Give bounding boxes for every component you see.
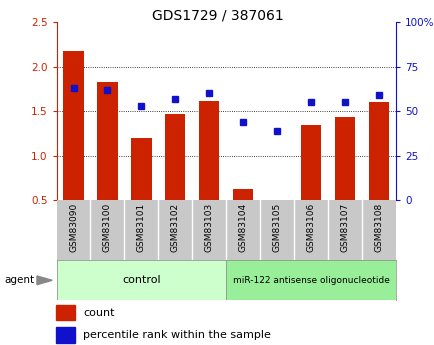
Text: GSM83103: GSM83103 <box>204 203 213 253</box>
Text: control: control <box>122 275 160 285</box>
Text: percentile rank within the sample: percentile rank within the sample <box>83 330 270 340</box>
Text: GSM83102: GSM83102 <box>171 203 179 252</box>
Text: GSM83104: GSM83104 <box>238 203 247 252</box>
Bar <box>334 118 354 200</box>
Bar <box>97 82 117 200</box>
Bar <box>56 305 74 320</box>
Text: GSM83105: GSM83105 <box>272 203 281 253</box>
Bar <box>300 125 320 200</box>
Text: count: count <box>83 308 115 318</box>
Text: agent: agent <box>4 275 34 285</box>
Text: GSM83101: GSM83101 <box>137 203 145 253</box>
Text: GSM83100: GSM83100 <box>103 203 112 253</box>
Bar <box>233 189 253 200</box>
Polygon shape <box>37 276 52 285</box>
Bar <box>63 51 83 200</box>
Text: GDS1729 / 387061: GDS1729 / 387061 <box>151 9 283 23</box>
Text: GSM83106: GSM83106 <box>306 203 315 253</box>
Text: GSM83108: GSM83108 <box>374 203 382 253</box>
Bar <box>199 101 219 200</box>
Bar <box>165 114 185 200</box>
Bar <box>131 138 151 200</box>
Text: GSM83107: GSM83107 <box>340 203 349 253</box>
Text: miR-122 antisense oligonucleotide: miR-122 antisense oligonucleotide <box>232 276 388 285</box>
Text: GSM83090: GSM83090 <box>69 203 78 253</box>
Bar <box>368 102 388 200</box>
Bar <box>56 327 74 343</box>
